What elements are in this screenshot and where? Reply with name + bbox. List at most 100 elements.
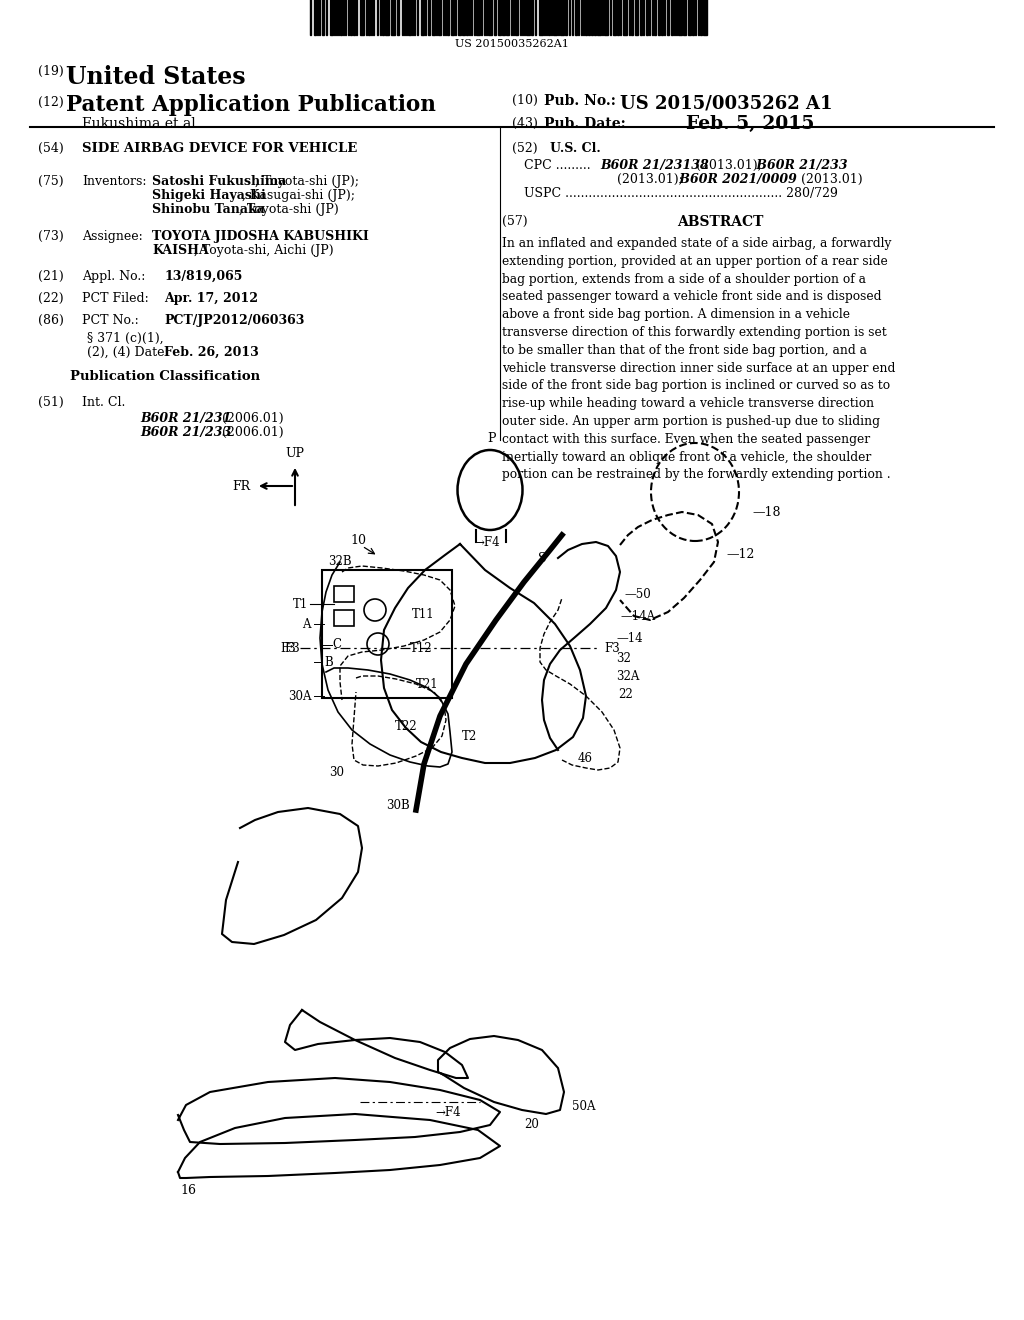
Bar (391, 0, 395, 36)
Text: —12: —12 (726, 548, 755, 561)
Text: (86): (86) (38, 314, 63, 327)
Text: (22): (22) (38, 292, 63, 305)
Text: C: C (332, 639, 341, 652)
Text: Fukushima et al.: Fukushima et al. (82, 117, 200, 131)
Text: Pub. No.:: Pub. No.: (544, 94, 615, 108)
Bar (502, 0, 505, 36)
Text: (2013.01): (2013.01) (797, 173, 862, 186)
Text: —50: —50 (624, 587, 650, 601)
Bar (700, 0, 702, 36)
Bar (322, 0, 324, 36)
Text: —14A: —14A (620, 610, 655, 623)
Text: (10): (10) (512, 94, 538, 107)
Bar (688, 0, 691, 36)
Text: 30A: 30A (289, 689, 312, 702)
Text: , Toyota-shi (JP): , Toyota-shi (JP) (239, 203, 339, 216)
Bar (322, 570, 452, 698)
Bar (360, 0, 364, 36)
Bar (683, 0, 686, 36)
Text: S: S (538, 552, 546, 565)
Bar (451, 0, 454, 36)
Text: CPC .........: CPC ......... (524, 158, 591, 172)
Text: (19): (19) (38, 65, 63, 78)
Text: Publication Classification: Publication Classification (70, 370, 260, 383)
Text: PCT/JP2012/060363: PCT/JP2012/060363 (164, 314, 304, 327)
Text: (54): (54) (38, 143, 63, 154)
Text: (52): (52) (512, 143, 538, 154)
Text: § 371 (c)(1),: § 371 (c)(1), (87, 333, 164, 345)
Text: Shigeki Hayashi: Shigeki Hayashi (152, 189, 266, 202)
Text: ABSTRACT: ABSTRACT (677, 215, 763, 228)
Bar (498, 0, 501, 36)
Text: 10: 10 (350, 533, 366, 546)
Text: T1: T1 (293, 598, 308, 610)
Bar (658, 0, 660, 36)
Bar (575, 0, 577, 36)
Text: T12: T12 (410, 642, 432, 655)
Text: USPC ........................................................ 280/729: USPC ...................................… (524, 187, 838, 201)
Bar (635, 0, 638, 36)
Bar (385, 0, 389, 36)
Bar (526, 0, 530, 36)
Bar (353, 0, 355, 36)
Text: KAISHA: KAISHA (152, 244, 209, 257)
Bar (382, 0, 384, 36)
Text: (75): (75) (38, 176, 63, 187)
Text: (2013.01);: (2013.01); (617, 173, 683, 186)
Text: FR: FR (231, 479, 250, 492)
Text: (73): (73) (38, 230, 63, 243)
Text: 32B: 32B (328, 554, 351, 568)
Bar (447, 0, 449, 36)
Bar (553, 0, 557, 36)
Bar (506, 0, 509, 36)
Bar (488, 0, 492, 36)
Bar (654, 0, 656, 36)
Bar (565, 0, 567, 36)
Text: 46: 46 (578, 751, 593, 764)
Text: →F4: →F4 (474, 536, 500, 549)
Text: , Toyota-shi (JP);: , Toyota-shi (JP); (255, 176, 359, 187)
Text: Inventors:: Inventors: (82, 176, 146, 187)
Text: (57): (57) (502, 215, 527, 228)
Text: US 20150035262A1: US 20150035262A1 (455, 40, 569, 49)
Text: —14: —14 (616, 631, 643, 644)
Bar (588, 0, 590, 36)
Text: P: P (487, 432, 497, 445)
Bar (548, 0, 550, 36)
Text: Shinobu Tanaka: Shinobu Tanaka (152, 203, 265, 216)
Text: A: A (302, 618, 311, 631)
Bar (594, 0, 596, 36)
Text: F3: F3 (285, 642, 300, 655)
Bar (397, 0, 399, 36)
Text: 30: 30 (329, 766, 344, 779)
Text: Int. Cl.: Int. Cl. (82, 396, 125, 409)
Text: →F4: →F4 (435, 1106, 461, 1118)
Text: (43): (43) (512, 117, 538, 129)
Text: (2006.01): (2006.01) (222, 426, 284, 440)
Text: T21: T21 (416, 677, 438, 690)
Bar (591, 0, 593, 36)
Text: Pub. Date:: Pub. Date: (544, 117, 626, 131)
Text: , Toyota-shi, Aichi (JP): , Toyota-shi, Aichi (JP) (194, 244, 334, 257)
Text: (2006.01): (2006.01) (222, 412, 284, 425)
Bar (597, 0, 601, 36)
Bar (438, 0, 441, 36)
Text: 50A: 50A (572, 1100, 596, 1113)
Bar (476, 0, 480, 36)
Text: T11: T11 (412, 607, 434, 620)
Bar (340, 0, 342, 36)
Bar (539, 0, 543, 36)
Bar (631, 0, 633, 36)
Text: B60R 2021/0009: B60R 2021/0009 (675, 173, 797, 186)
Text: United States: United States (66, 65, 246, 88)
Text: F3: F3 (281, 642, 296, 655)
Text: U.S. Cl.: U.S. Cl. (550, 143, 601, 154)
Bar (678, 0, 682, 36)
Text: F3: F3 (604, 642, 620, 655)
Bar (585, 0, 587, 36)
Bar (604, 0, 608, 36)
Text: T2: T2 (462, 730, 477, 742)
Bar (662, 0, 663, 36)
Bar (494, 0, 496, 36)
Bar (692, 0, 694, 36)
